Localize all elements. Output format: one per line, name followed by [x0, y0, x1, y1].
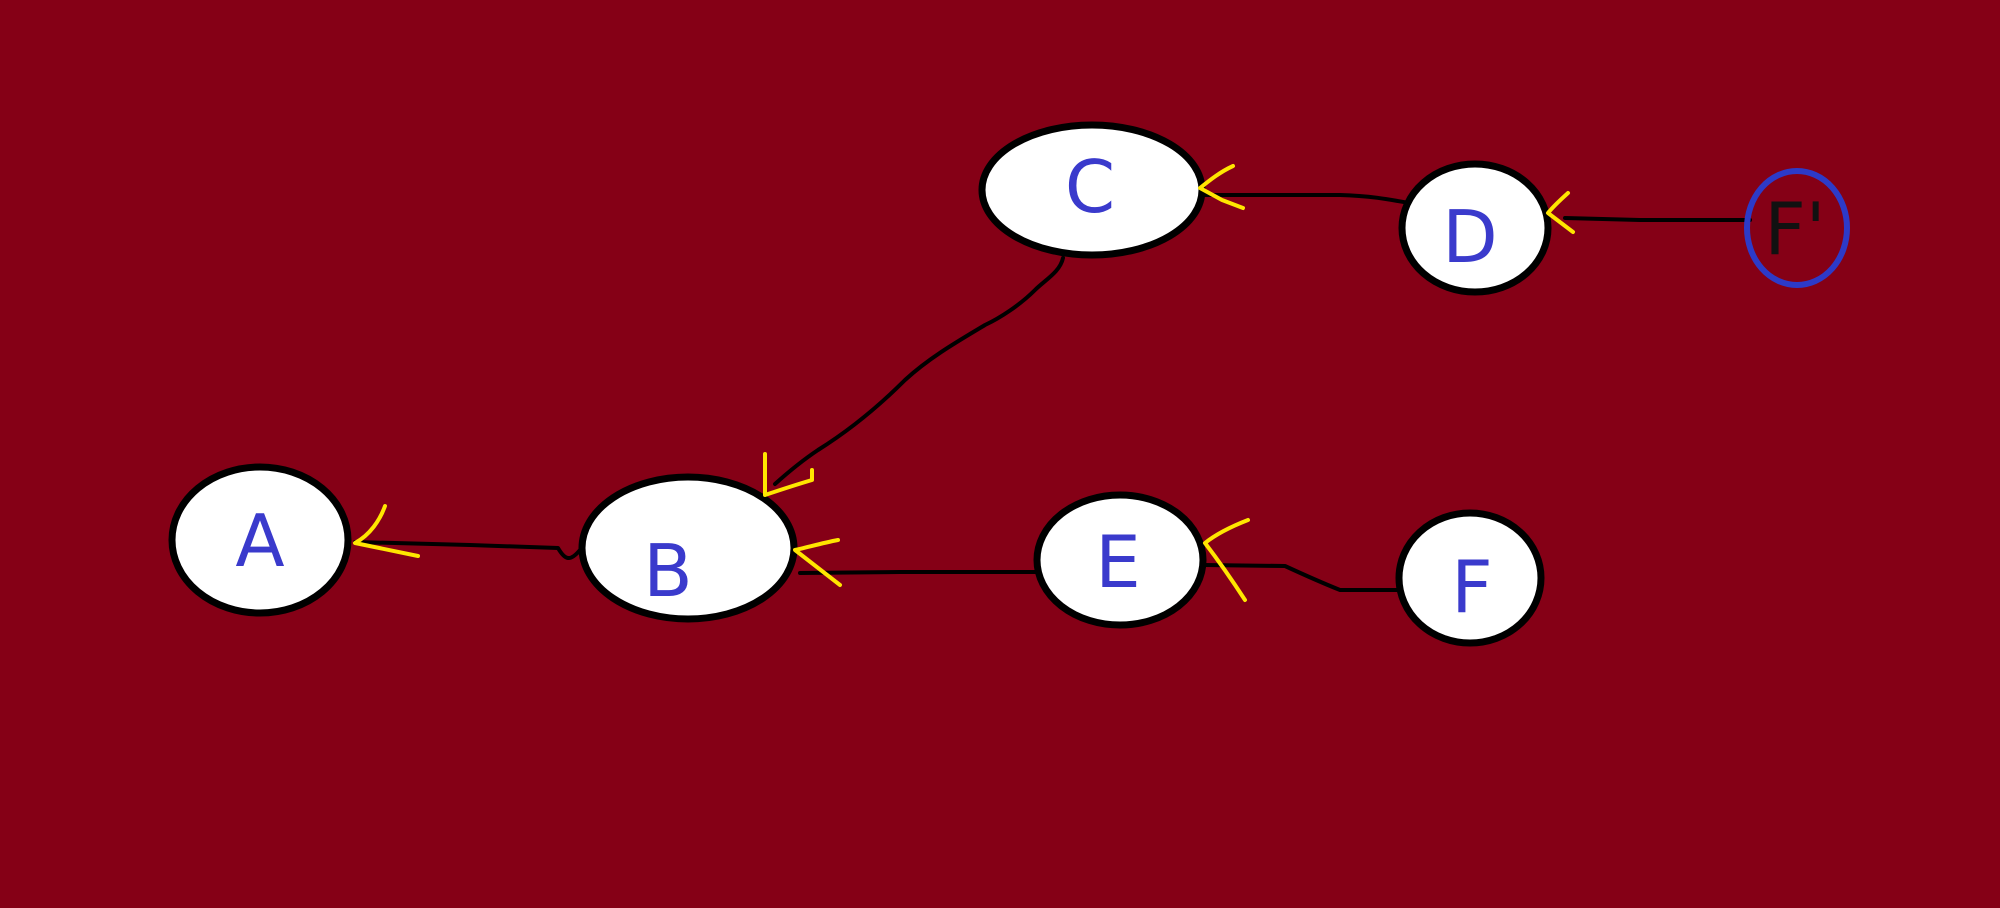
edge-b-to-a — [353, 540, 582, 560]
arrowheads — [353, 164, 1575, 602]
node-a-circle[interactable] — [168, 463, 352, 617]
node-f-circle[interactable] — [1395, 509, 1545, 647]
node-d-circle[interactable] — [1398, 160, 1552, 296]
edge-e-to-b — [798, 570, 1040, 575]
node-b-label: B — [643, 529, 692, 613]
node-a-label: A — [235, 499, 284, 583]
arrowhead-into-b-from-e — [793, 538, 842, 587]
node-b-circle[interactable] — [578, 473, 798, 623]
node-e-circle[interactable] — [1033, 491, 1207, 629]
arrowhead-into-a — [353, 504, 420, 558]
edge-f-to-e — [1203, 563, 1430, 592]
nodes — [168, 121, 1850, 647]
edge-fprime-to-d — [1563, 216, 1752, 222]
edge-c-to-b — [773, 256, 1065, 486]
arrowhead-into-c — [1198, 164, 1245, 210]
node-d-label: D — [1442, 195, 1497, 279]
node-f-label: F — [1451, 545, 1492, 629]
arrowhead-into-e — [1203, 518, 1250, 602]
node-fprime-label: F' — [1764, 187, 1825, 271]
arrowhead-into-d — [1546, 191, 1575, 234]
node-c-label: C — [1065, 145, 1115, 229]
node-e-label: E — [1095, 520, 1141, 604]
arrowhead-into-b-from-c — [763, 452, 814, 497]
node-fprime-circle[interactable] — [1744, 168, 1850, 288]
node-labels: A B C D E F F' — [235, 145, 1825, 629]
